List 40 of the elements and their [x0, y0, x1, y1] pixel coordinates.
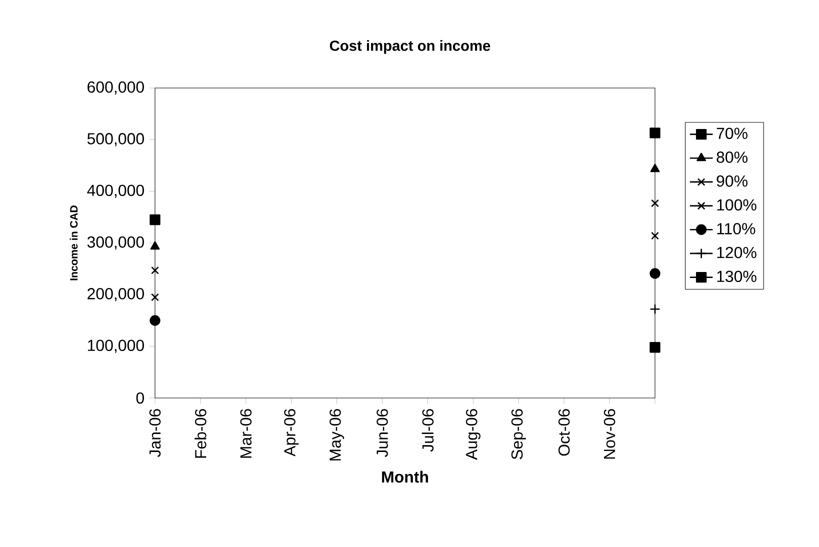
y-tick-label: 100,000 — [88, 340, 144, 353]
point — [651, 199, 659, 208]
point — [650, 164, 660, 172]
x-tick-label: Feb-06 — [194, 409, 206, 458]
x-tick-label: Sep-06 — [511, 409, 526, 460]
point — [150, 315, 160, 326]
point — [651, 232, 659, 240]
chart-title: Cost impact on income — [330, 40, 490, 54]
x-tick-label: Jan-06 — [149, 409, 161, 458]
x-tick-label: May-06 — [330, 409, 344, 460]
y-tick-label: 0 — [136, 392, 144, 404]
legend-label: 130% — [717, 270, 756, 282]
point — [650, 268, 660, 279]
x-tick-label: Apr-06 — [284, 409, 299, 456]
legend-label: 70% — [716, 128, 748, 140]
x-tick-label: Mar-06 — [240, 409, 252, 458]
legend-label: 120% — [717, 246, 756, 258]
point — [150, 214, 160, 226]
legend-label: 110% — [717, 223, 756, 234]
x-axis-title: Month — [382, 470, 428, 483]
point — [150, 241, 160, 250]
point — [650, 342, 660, 353]
point — [650, 304, 660, 314]
y-tick-label: 500,000 — [87, 133, 144, 146]
x-tick-label: Aug-06 — [466, 409, 480, 460]
x-tick-label: Jul-06 — [422, 409, 434, 452]
y-tick-label: 600,000 — [88, 81, 144, 95]
y-axis-title: Income in CAD — [70, 206, 78, 280]
point — [151, 266, 159, 274]
x-tick-label: Jun-06 — [376, 409, 388, 458]
legend-label: 90% — [716, 175, 748, 187]
y-tick-label: 300,000 — [87, 236, 144, 250]
x-tick-label: Nov-06 — [604, 409, 616, 459]
point — [650, 128, 660, 138]
legend-label: 80% — [716, 152, 748, 163]
point — [151, 293, 159, 302]
y-tick-label: 400,000 — [87, 184, 144, 198]
y-tick-label: 200,000 — [88, 288, 144, 302]
legend-label: 100% — [717, 199, 756, 211]
x-tick-label: Oct-06 — [558, 409, 570, 456]
